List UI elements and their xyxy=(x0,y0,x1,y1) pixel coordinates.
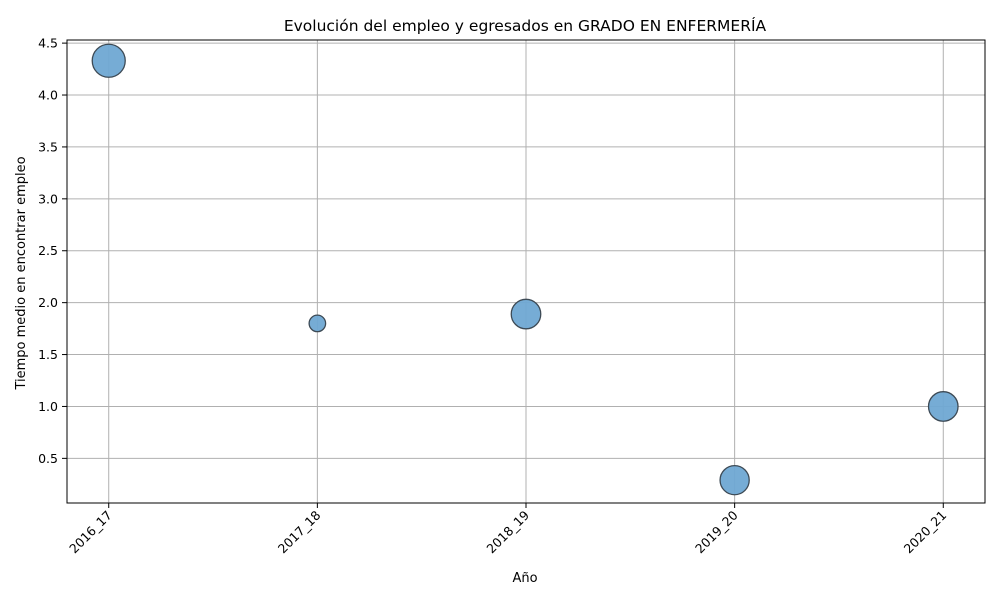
y-tick-label: 3.0 xyxy=(38,191,58,206)
data-point xyxy=(510,298,542,330)
y-tick-label: 2.0 xyxy=(38,295,58,310)
y-tick-label: 0.5 xyxy=(38,451,58,466)
data-points xyxy=(91,43,959,496)
x-tick-label: 2019_20 xyxy=(692,507,741,556)
y-tick-label: 4.5 xyxy=(38,36,58,51)
y-tick-label: 4.0 xyxy=(38,88,58,103)
x-tick-label: 2020_21 xyxy=(901,508,950,557)
data-point xyxy=(308,314,327,333)
x-tick-label: 2017_18 xyxy=(275,507,324,556)
y-tick-label: 2.5 xyxy=(38,243,58,258)
x-axis-ticks: 2016_17 2017_18 2018_19 2019_20 2020_21 xyxy=(66,503,949,556)
y-tick-label: 1.0 xyxy=(38,399,58,414)
y-tick-label: 1.5 xyxy=(38,347,58,362)
y-axis-label: Tiempo medio en encontrar empleo xyxy=(14,156,29,390)
x-axis-label: Año xyxy=(512,571,537,586)
data-point xyxy=(927,391,959,422)
data-point xyxy=(91,43,126,78)
chart-title: Evolución del empleo y egresados en GRAD… xyxy=(284,16,767,35)
x-tick-label: 2018_19 xyxy=(483,507,532,556)
y-axis-ticks: 0.5 1.0 1.5 2.0 2.5 3.0 3.5 4.0 4.5 xyxy=(38,36,67,466)
y-tick-label: 3.5 xyxy=(38,139,58,154)
grid-lines xyxy=(67,40,985,503)
data-point xyxy=(719,464,750,496)
x-tick-label: 2016_17 xyxy=(66,508,115,557)
